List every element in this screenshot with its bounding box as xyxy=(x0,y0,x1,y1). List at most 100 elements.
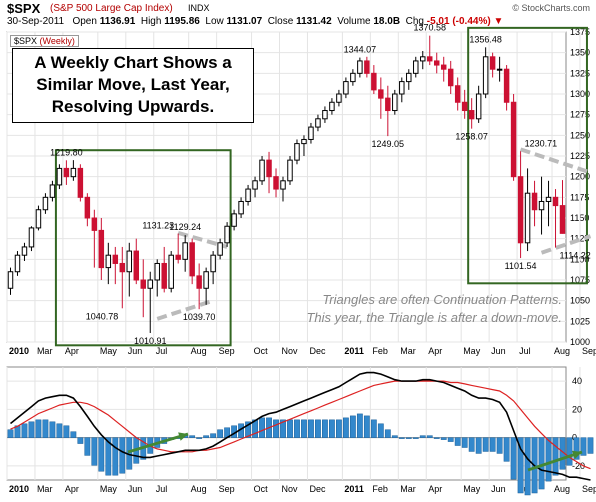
candle-body xyxy=(538,200,545,211)
candle-body xyxy=(280,180,286,190)
price-x-label: Aug xyxy=(191,346,207,356)
candle-body xyxy=(433,60,440,66)
macd-histogram-bar xyxy=(489,437,496,452)
macd-x-label: Dec xyxy=(309,484,326,494)
price-x-label: Nov xyxy=(282,346,299,356)
macd-histogram-bar xyxy=(454,437,461,446)
candle-body xyxy=(112,254,119,264)
macd-x-label: Apr xyxy=(428,484,442,494)
price-x-label: Dec xyxy=(309,346,326,356)
candle-body xyxy=(392,93,398,112)
macd-histogram-bar xyxy=(245,421,251,438)
macd-histogram-bar xyxy=(447,437,454,442)
macd-histogram-bar xyxy=(433,437,440,439)
price-x-label: Jun xyxy=(491,346,506,356)
macd-histogram-bar xyxy=(419,435,426,438)
open-value: 1136.91 xyxy=(99,16,136,27)
macd-histogram-bar xyxy=(398,437,405,439)
candle-body xyxy=(336,93,342,103)
macd-histogram-bar xyxy=(210,433,217,438)
candle-body xyxy=(371,72,377,91)
macd-histogram-bar xyxy=(322,419,328,438)
price-label: 1114.22 xyxy=(560,251,591,261)
ticker-symbol: $SPX xyxy=(7,1,41,16)
macd-tick-label: 20 xyxy=(572,404,582,414)
candle-body xyxy=(468,110,475,120)
macd-x-label: May xyxy=(463,484,481,494)
price-x-label: Apr xyxy=(65,346,79,356)
pattern-box xyxy=(467,26,588,285)
candle-body xyxy=(203,271,209,289)
macd-histogram-bar xyxy=(301,419,307,438)
candle-body xyxy=(378,89,384,99)
candle-body xyxy=(287,159,293,182)
macd-histogram-bar xyxy=(363,415,370,438)
price-x-label: Feb xyxy=(372,346,388,356)
macd-histogram-bar xyxy=(524,437,531,496)
candle-body xyxy=(559,205,566,234)
candle-body xyxy=(231,213,237,227)
macd-histogram-bar xyxy=(63,425,70,438)
candle-body xyxy=(273,176,279,190)
price-label: 1258.07 xyxy=(455,132,488,142)
macd-histogram-bar xyxy=(259,417,265,438)
macd-histogram-bar xyxy=(426,435,433,438)
candle-body xyxy=(461,101,468,112)
candle-body xyxy=(91,217,98,231)
divergence-arrow-2010 xyxy=(127,432,189,454)
macd-histogram-bar xyxy=(28,421,35,438)
chg-value: -5.01 (-0.44%) xyxy=(426,16,491,27)
candle-body xyxy=(119,262,126,273)
candle-body xyxy=(552,196,559,207)
candle-body xyxy=(510,101,517,178)
macd-histogram-bar xyxy=(119,437,126,474)
macd-x-label: May xyxy=(100,484,118,494)
macd-histogram-bar xyxy=(405,437,412,439)
signal-line xyxy=(10,380,591,470)
chart-legend: $SPX (Weekly) xyxy=(10,35,79,47)
candle-body xyxy=(294,143,300,161)
macd-histogram-bar xyxy=(566,437,573,466)
macd-histogram-bar xyxy=(56,423,63,438)
candle-body xyxy=(42,196,49,211)
candle-body xyxy=(28,227,35,248)
candle-body xyxy=(182,242,188,260)
macd-histogram-bar xyxy=(189,435,196,438)
candle-body xyxy=(140,279,146,289)
divergence-arrow-2010-head xyxy=(178,432,188,441)
macd-histogram-bar xyxy=(391,435,398,438)
divergence-arrow-2011 xyxy=(527,450,583,472)
macd-histogram-bar xyxy=(384,429,391,438)
macd-panel-frame xyxy=(6,366,567,481)
candle-body xyxy=(489,56,496,70)
macd-x-label: Jul xyxy=(156,484,168,494)
macd-line xyxy=(10,371,591,481)
candle-body xyxy=(440,64,447,70)
down-triangle-icon: ▼ xyxy=(493,16,504,27)
price-x-label: Jun xyxy=(128,346,143,356)
candle-body xyxy=(385,97,391,112)
candle-body xyxy=(517,176,524,244)
macd-histogram-bar xyxy=(91,437,98,466)
macd-x-label: Oct xyxy=(254,484,269,494)
price-x-label: Sep xyxy=(219,346,235,356)
macd-x-label: Sep xyxy=(582,484,596,494)
candle-body xyxy=(168,254,174,289)
macd-histogram-bar xyxy=(552,437,559,476)
candle-body xyxy=(322,110,328,120)
candle-body xyxy=(147,279,153,289)
triangle-note: Triangles are often Continuation Pattern… xyxy=(222,291,562,327)
price-label: 1010.91 xyxy=(134,336,167,346)
price-label: 1101.54 xyxy=(505,261,537,271)
candle-body xyxy=(482,56,489,95)
macd-x-label: Mar xyxy=(400,484,416,494)
price-x-label: Jul xyxy=(156,346,168,356)
macd-histogram-bar xyxy=(510,437,517,480)
legend-symbol: $SPX xyxy=(14,36,38,46)
candle-body xyxy=(77,167,84,198)
candle-body xyxy=(308,126,314,140)
macd-x-label: Sep xyxy=(219,484,235,494)
candle-body xyxy=(84,196,91,219)
price-label: 1040.78 xyxy=(86,311,119,321)
